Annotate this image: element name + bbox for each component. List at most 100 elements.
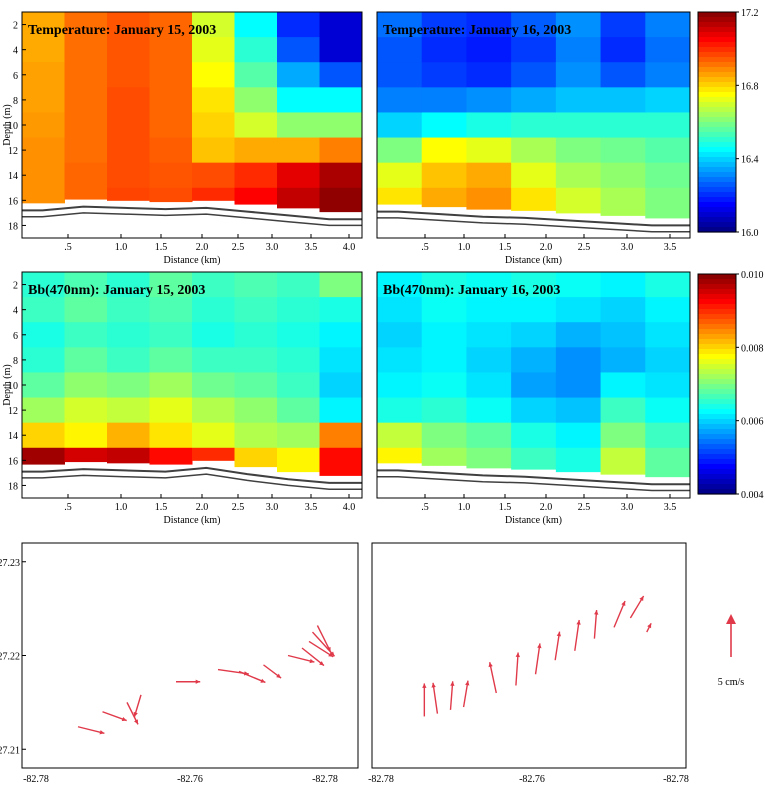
heatmap-cell — [22, 12, 65, 38]
heatmap-cell — [600, 272, 646, 298]
colorbar-segment — [698, 92, 736, 98]
heatmap-cell — [466, 87, 512, 113]
heatmap-cell — [22, 62, 65, 88]
x-tick-label: 2.5 — [578, 242, 591, 253]
heatmap-cell — [421, 272, 467, 298]
colorbar-segment — [698, 479, 736, 485]
heatmap-cell — [600, 112, 646, 139]
heatmap-cell — [277, 397, 320, 424]
heatmap-cell — [555, 272, 602, 298]
colorbar-segment — [698, 227, 736, 233]
colorbar-segment — [698, 222, 736, 228]
heatmap-cell — [192, 297, 235, 323]
x-tick-label: -82.78 — [663, 774, 689, 785]
heatmap-cell — [22, 347, 65, 373]
x-tick-label: 1.0 — [458, 242, 471, 253]
colorbar-segment — [698, 77, 736, 83]
heatmap-cell — [645, 272, 691, 298]
x-tick-label: 4.0 — [343, 502, 356, 513]
heatmap-cell — [64, 112, 108, 139]
heatmap-cell — [511, 272, 557, 298]
colorbar-segment — [698, 379, 736, 385]
heatmap-cell — [149, 272, 193, 298]
heatmap-cell — [149, 447, 193, 465]
colorbar-segment — [698, 27, 736, 33]
heatmap-cell — [377, 397, 423, 424]
heatmap-cell — [600, 87, 646, 113]
colorbar-tick-label: 16.0 — [741, 228, 759, 239]
x-tick-label: 3.5 — [305, 242, 318, 253]
heatmap-cell — [645, 422, 691, 449]
heatmap-cell — [645, 447, 691, 478]
heatmap-cell — [22, 162, 65, 189]
heatmap-cell — [192, 447, 235, 461]
current-vector — [77, 726, 105, 735]
heatmap-cell — [319, 112, 363, 139]
heatmap-cell — [600, 62, 646, 88]
heatmap-cell — [511, 87, 557, 113]
heatmap-cell — [645, 112, 691, 139]
heatmap-cell — [149, 422, 193, 449]
heatmap-cell — [234, 187, 278, 205]
current-vector-head — [329, 651, 335, 657]
current-vector-head — [576, 620, 581, 625]
heatmap-cell — [645, 62, 691, 88]
heatmap-cell — [555, 422, 602, 449]
x-tick-label: 2.0 — [540, 502, 553, 513]
heatmap-cell — [107, 397, 150, 424]
heatmap-cell — [555, 37, 602, 63]
colorbar-segment — [698, 72, 736, 78]
heatmap-cell — [234, 322, 278, 348]
current-vector — [574, 619, 580, 651]
x-tick-label: 2.5 — [232, 502, 245, 513]
heatmap-cell — [234, 372, 278, 399]
colorbar-segment — [698, 182, 736, 188]
x-tick-label: .5 — [421, 502, 429, 513]
x-tick-label: 1.0 — [115, 242, 128, 253]
y-tick-label: 6 — [13, 71, 18, 82]
y-tick-label: 8 — [13, 96, 18, 107]
heatmap-cell — [600, 12, 646, 38]
x-tick-label: 2.0 — [196, 502, 209, 513]
heatmap-cell — [277, 347, 320, 373]
heatmap-cell — [234, 272, 278, 298]
colorbar-segment — [698, 67, 736, 73]
scale-label: 5 cm/s — [718, 677, 744, 688]
colorbar-segment — [698, 384, 736, 390]
colorbar-segment — [698, 167, 736, 173]
y-tick-label: 16 — [8, 456, 18, 467]
heatmap-cell — [377, 372, 423, 399]
heatmap-cell — [234, 12, 278, 38]
heatmap-cell — [234, 447, 278, 468]
heatmap-cell — [319, 447, 363, 476]
heatmap-cell — [22, 422, 65, 449]
current-vector — [613, 600, 626, 628]
heatmap-cell — [511, 62, 557, 88]
heatmap-cell — [149, 137, 193, 164]
colorbar-segment — [698, 47, 736, 53]
scale-arrow-head — [726, 614, 736, 624]
x-axis-label: Distance (km) — [164, 255, 221, 266]
colorbar-segment — [698, 127, 736, 133]
colorbar-segment — [698, 117, 736, 123]
current-vector — [311, 631, 336, 657]
heatmap-cell — [555, 297, 602, 323]
current-vector — [449, 681, 454, 710]
heatmap-cell — [466, 62, 512, 88]
heatmap-cell — [466, 37, 512, 63]
colorbar-segment — [698, 434, 736, 440]
colorbar-segment — [698, 274, 736, 280]
heatmap-cell — [511, 322, 557, 348]
heatmap-cell — [277, 187, 320, 209]
heatmap-cell — [511, 447, 557, 470]
heatmap-cell — [22, 372, 65, 399]
y-tick-label: 27.21 — [0, 745, 20, 756]
panel-frame — [21, 542, 359, 769]
seafloor-line — [377, 475, 690, 492]
current-vector — [593, 609, 598, 639]
heatmap-cell — [107, 112, 150, 139]
heatmap-cell — [149, 37, 193, 63]
heatmap-cell — [22, 187, 65, 204]
heatmap-cell — [421, 372, 467, 399]
